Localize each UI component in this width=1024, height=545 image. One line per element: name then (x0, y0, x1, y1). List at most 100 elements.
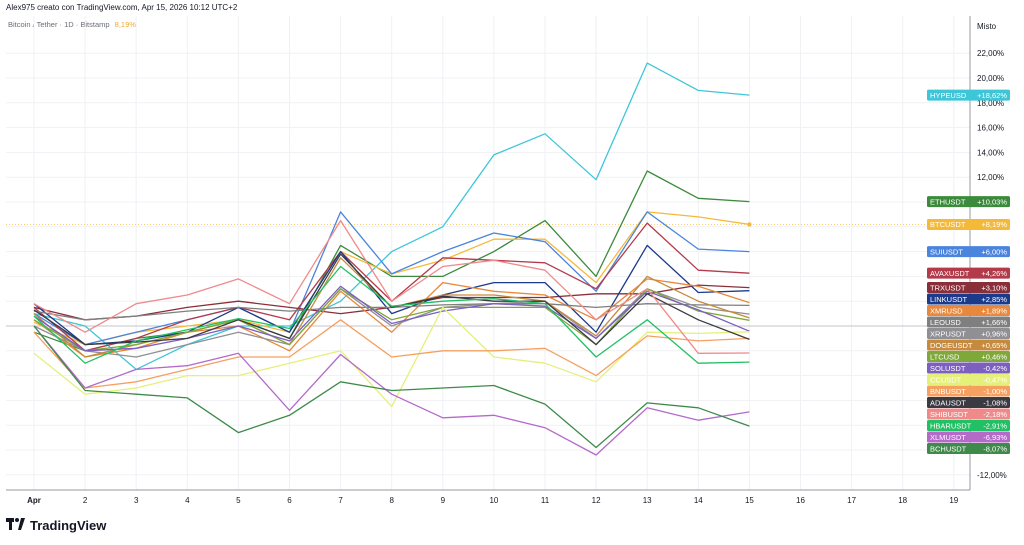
x-tick-label: 12 (592, 496, 601, 505)
series-label-btcusdt: BTCUSDT +8,19% (927, 218, 1010, 230)
series-label-box (927, 89, 1010, 101)
series-label-value: +1,66% (981, 318, 1007, 327)
series-label-hypeusd: HYPEUSD +18,62% (927, 89, 1010, 101)
series-line-bnbusdt (33, 319, 750, 389)
series-label-name: LTCUSD (930, 352, 960, 361)
series-label-name: XMRUSD (930, 306, 963, 315)
series-label-value: +2,85% (981, 295, 1007, 304)
scale-mode-label[interactable]: Misto (977, 22, 997, 31)
series-label-box (927, 246, 1010, 258)
x-tick-label: 16 (796, 496, 805, 505)
x-tick-label: 7 (338, 496, 343, 505)
x-tick-label: 11 (541, 496, 550, 505)
series-lines (33, 62, 752, 456)
x-tick-label: 15 (745, 496, 754, 505)
series-label-name: ADAUSDT (930, 398, 966, 407)
chart-header: Alex975 creato con TradingView.com, Apr … (6, 3, 238, 12)
series-label-value: -6,93% (983, 433, 1007, 442)
series-label-value: -8,07% (983, 444, 1007, 453)
series-line-bchusdt (33, 325, 750, 449)
series-line-xmrusd (33, 278, 750, 358)
x-tick-label: 5 (236, 496, 241, 505)
series-label-xmrusd: XMRUSD +1,89% (927, 305, 1010, 317)
series-label-box (927, 397, 1010, 409)
series-label-name: LEOUSD (930, 318, 961, 327)
series-label-name: BTCUSDT (930, 220, 966, 229)
y-tick-label: -12,00% (977, 471, 1007, 480)
series-label-box (927, 305, 1010, 317)
x-tick-label: 10 (489, 496, 498, 505)
series-label-name: HYPEUSD (930, 91, 967, 100)
x-axis-ticks: Apr 2 3 4 5 6 7 8 9 10 11 12 13 14 15 16 17 18 19 (27, 496, 959, 505)
zero-baseline (6, 223, 970, 327)
series-label-name: SUIUSDT (930, 247, 963, 256)
series-label-leousd: LEOUSD +1,66% (927, 316, 1010, 328)
series-label-box (927, 385, 1010, 397)
series-label-value: -1,00% (983, 387, 1007, 396)
series-label-box (927, 420, 1010, 432)
series-label-box (927, 339, 1010, 351)
series-label-name: LINKUSDT (930, 295, 968, 304)
symbol-legend[interactable]: Bitcoin / Tether · 1D · Bitstamp 8,19% (8, 20, 136, 29)
series-label-box (927, 374, 1010, 386)
series-label-ethusdt: ETHUSDT +10,03% (927, 196, 1010, 208)
y-tick-label: 12,00% (977, 173, 1004, 182)
x-tick-label: 2 (83, 496, 88, 505)
series-label-xrpusdt: XRPUSDT +0,96% (927, 328, 1010, 340)
series-label-name: SHIBUSDT (930, 410, 968, 419)
series-label-name: XRPUSDT (930, 329, 966, 338)
series-line-solusdt (33, 285, 750, 352)
brand-footer[interactable]: TradingView (6, 517, 106, 534)
x-tick-label: 8 (389, 496, 394, 505)
tradingview-logo-icon (6, 517, 26, 534)
series-label-box (927, 443, 1010, 455)
x-tick-label: 6 (287, 496, 292, 505)
series-label-value: -2,18% (983, 410, 1007, 419)
series-label-box (927, 362, 1010, 374)
series-line-suiusdt (33, 211, 750, 346)
series-label-name: BNBUSDT (930, 387, 966, 396)
series-label-value: -0,47% (983, 375, 1007, 384)
brand-name: TradingView (30, 518, 107, 533)
symbol-value: 8,19% (114, 20, 136, 29)
series-label-value: +3,10% (981, 283, 1007, 292)
series-label-box (927, 408, 1010, 420)
series-label-name: HBARUSDT (930, 421, 972, 430)
series-line-xrpusdt (33, 288, 750, 358)
series-label-trxusdt: TRXUSDT +3,10% (927, 282, 1010, 294)
btc-last-point (747, 222, 752, 227)
x-tick-label: 17 (847, 496, 856, 505)
series-line-ethusdt (33, 170, 750, 352)
series-label-name: BCHUSDT (930, 444, 967, 453)
series-label-value: +0,46% (981, 352, 1007, 361)
x-tick-label: 13 (643, 496, 652, 505)
y-tick-label: 18,00% (977, 99, 1004, 108)
series-label-box (927, 316, 1010, 328)
series-label-name: XLMUSDT (930, 433, 966, 442)
series-label-shibusdt: SHIBUSDT -2,18% (927, 408, 1010, 420)
series-label-name: SOLUSDT (930, 364, 966, 373)
series-line-hypeusd (33, 62, 750, 371)
series-label-box (927, 218, 1010, 230)
series-label-value: +8,19% (981, 220, 1007, 229)
series-label-solusdt: SOLUSDT -0,42% (927, 362, 1010, 374)
series-label-bnbusdt: BNBUSDT -1,00% (927, 385, 1010, 397)
series-label-value: +6,00% (981, 247, 1007, 256)
series-label-adausdt: ADAUSDT -1,08% (927, 397, 1010, 409)
series-label-value: +0,65% (981, 341, 1007, 350)
series-line-adausdt (33, 253, 750, 346)
series-label-value: -0,42% (983, 364, 1007, 373)
x-tick-label: 3 (134, 496, 139, 505)
chart-axes (6, 16, 971, 491)
series-label-name: TRXUSDT (930, 283, 966, 292)
series-label-value: +10,03% (977, 197, 1007, 206)
series-label-box (927, 293, 1010, 305)
series-label-box (927, 431, 1010, 443)
series-label-value: +1,89% (981, 306, 1007, 315)
y-tick-label: 20,00% (977, 74, 1004, 83)
series-label-avaxusdt: AVAXUSDT +4,26% (927, 267, 1010, 279)
series-label-box (927, 328, 1010, 340)
series-label-name: ETHUSDT (930, 197, 966, 206)
series-label-xlmusdt: XLMUSDT -6,93% (927, 431, 1010, 443)
